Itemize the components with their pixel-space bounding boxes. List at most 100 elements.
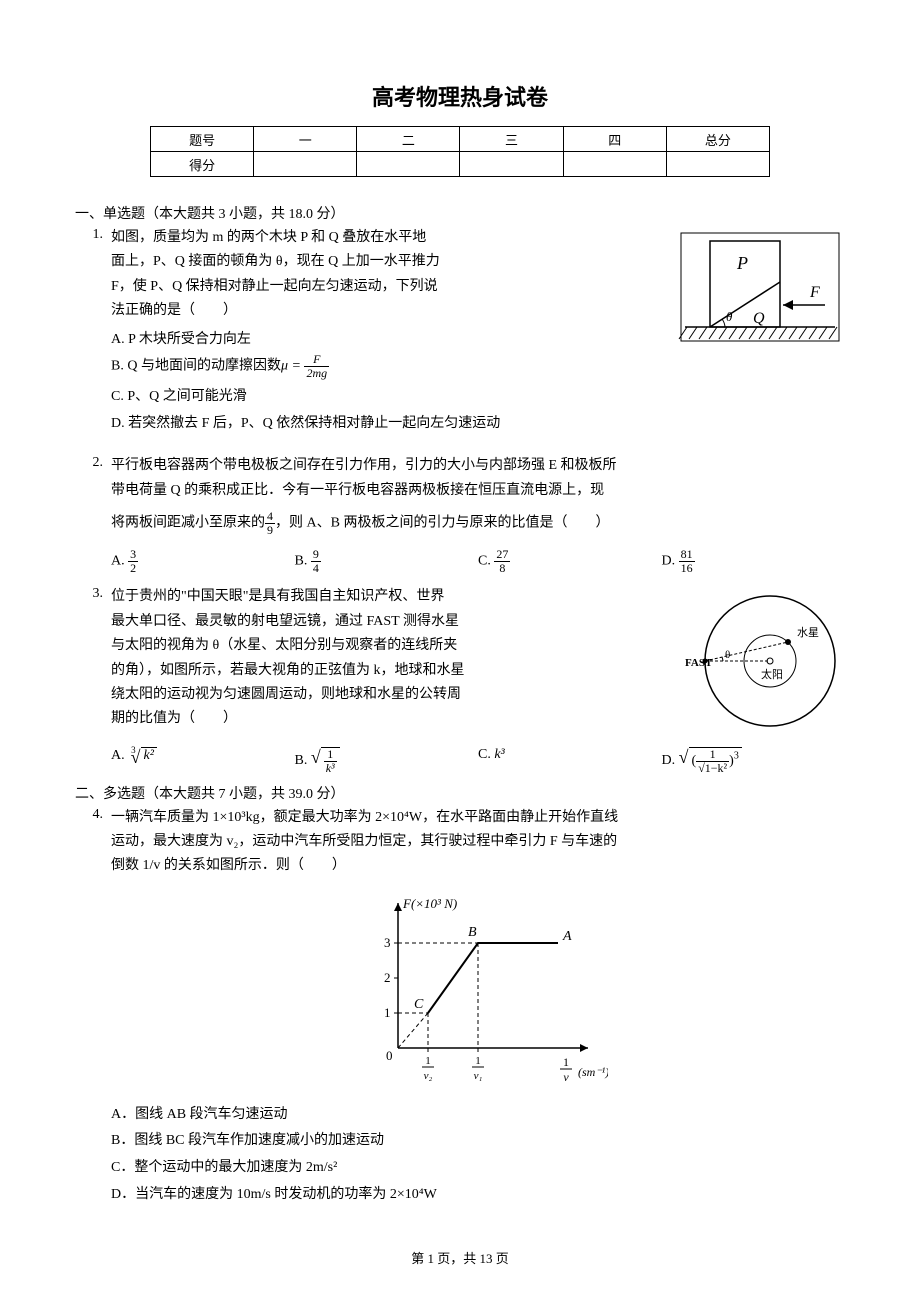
option-text: B. Q 与地面间的动摩擦因数 — [111, 358, 281, 373]
square-root: √1k³ — [311, 747, 340, 774]
xtick-d: v₂ — [424, 1070, 433, 1082]
mu-symbol: μ = — [281, 358, 301, 373]
question-text: 一辆汽车质量为 1×10³kg，额定最大功率为 2×10⁴W，在水平路面由静止开… — [111, 807, 845, 829]
fraction: F 2mg — [304, 353, 329, 379]
question-number: 3. — [75, 586, 111, 602]
ytick: 1 — [384, 1005, 391, 1020]
figure-q1: θ P Q F — [675, 227, 845, 352]
point-c-label: C — [414, 997, 424, 1012]
fast-label: FAST — [685, 657, 713, 669]
numerator: 1 — [696, 748, 729, 762]
option-label: A. — [111, 749, 128, 764]
option-d: D. 8116 — [662, 548, 846, 574]
fraction: 94 — [311, 548, 321, 574]
table-row: 题号 一 二 三 四 总分 — [151, 127, 770, 152]
svg-text:1: 1 — [563, 1055, 569, 1069]
cell — [357, 152, 460, 177]
force-chart: 1 2 3 0 F(×10³ N) 1 v (sm⁻¹) 1 v₂ — [348, 888, 608, 1088]
xtick-n: 1 — [475, 1055, 481, 1067]
square-root: √(1√1−k²)3 — [679, 747, 742, 774]
section-heading: 一、单选题（本大题共 3 小题，共 18.0 分） — [75, 203, 845, 223]
question-text: 带电荷量 Q 的乘积成正比．今有一平行板电容器两极板接在恒压直流电源上，现 — [111, 480, 845, 502]
option-b: B. Q 与地面间的动摩擦因数μ = F 2mg — [111, 353, 659, 380]
option-d: D. 若突然撤去 F 后，P、Q 依然保持相对静止一起向左匀速运动 — [111, 411, 845, 438]
text-span: 将两板间距减小至原来的 — [111, 515, 265, 530]
fraction: 32 — [128, 548, 138, 574]
cell — [666, 152, 769, 177]
figure-q3: θ FAST 太阳 水星 — [685, 586, 845, 741]
score-table: 题号 一 二 三 四 总分 得分 — [150, 126, 770, 177]
question-number: 2. — [75, 455, 111, 471]
question-text: 倒数 1/v 的关系如图所示．则（ ） — [111, 855, 845, 877]
block-diagram: θ P Q F — [675, 227, 845, 347]
cell: 题号 — [151, 127, 254, 152]
option-value: k³ — [494, 747, 504, 762]
ytick: 3 — [384, 935, 391, 950]
page-title: 高考物理热身试卷 — [75, 80, 845, 112]
denominator: 2mg — [304, 367, 329, 380]
question-number: 1. — [75, 227, 111, 243]
cell: 一 — [254, 127, 357, 152]
radicand: k² — [141, 747, 157, 765]
numerator: 9 — [311, 548, 321, 562]
question-text: 最大单口径、最灵敏的射电望远镜，通过 FAST 测得水星 — [111, 611, 669, 633]
question-text: 运动，最大速度为 v₂，运动中汽车所受阻力恒定，其行驶过程中牵引力 F 与车速的 — [111, 831, 845, 853]
numerator: 27 — [494, 548, 510, 562]
option-b: B. √1k³ — [295, 747, 479, 774]
option-c: C. P、Q 之间可能光滑 — [111, 384, 845, 411]
xvar: v — [563, 1070, 569, 1084]
options-row: A. 32 B. 94 C. 278 D. 8116 — [111, 548, 845, 574]
question-text: 期的比值为（ ） — [111, 708, 669, 730]
option-label: D. — [662, 554, 679, 569]
cell: 四 — [563, 127, 666, 152]
radicand: 1k³ — [321, 747, 340, 774]
denominator: 16 — [679, 562, 695, 575]
option-b: B. 94 — [295, 548, 479, 574]
question-text: F，使 P、Q 保持相对静止一起向左匀速运动，下列说 — [111, 276, 659, 298]
question-text: 法正确的是（ ） — [111, 300, 659, 322]
numerator: 1 — [324, 748, 337, 762]
p-label: P — [736, 253, 748, 273]
option-a: A．图线 AB 段汽车匀速运动 — [111, 1102, 845, 1129]
denominator: 4 — [311, 562, 321, 575]
cell: 三 — [460, 127, 563, 152]
denominator: 8 — [494, 562, 510, 575]
question-1: 1. 如图，质量均为 m 的两个木块 P 和 Q 叠放在水平地 面上，P、Q 接… — [75, 227, 845, 437]
mercury-label: 水星 — [797, 626, 819, 639]
text-span: ，则 A、B 两极板之间的引力与原来的比值是（ ） — [275, 515, 609, 530]
cube-root: 3√k² — [128, 747, 157, 765]
fraction: 8116 — [679, 548, 695, 574]
question-text: 的角），如图所示，若最大视角的正弦值为 k，地球和水星 — [111, 660, 669, 682]
option-d: D．当汽车的速度为 10m/s 时发动机的功率为 2×10⁴W — [111, 1182, 845, 1209]
numerator: 4 — [265, 510, 275, 524]
option-label: B. — [295, 554, 311, 569]
option-d: D. √(1√1−k²)3 — [662, 747, 846, 774]
cell — [563, 152, 666, 177]
xtick-n: 1 — [425, 1055, 431, 1067]
denominator: k³ — [324, 762, 337, 775]
question-2: 2. 平行板电容器两个带电极板之间存在引力作用，引力的大小与内部场强 E 和极板… — [75, 455, 845, 574]
option-label: D. — [662, 753, 679, 768]
xunit: (sm⁻¹) — [578, 1065, 608, 1079]
question-text: 面上，P、Q 接面的顿角为 θ，现在 Q 上加一水平推力 — [111, 251, 659, 273]
question-text: 与太阳的视角为 θ（水星、太阳分别与观察者的连线所夹 — [111, 635, 669, 657]
cell — [254, 152, 357, 177]
radicand: (1√1−k²)3 — [689, 747, 742, 774]
numerator: F — [304, 353, 329, 367]
page-footer: 第 1 页，共 13 页 — [75, 1248, 845, 1267]
orbit-diagram: θ FAST 太阳 水星 — [685, 586, 845, 736]
options-row: A. 3√k² B. √1k³ C. k³ D. √(1√1−k²)3 — [111, 747, 845, 774]
option-c: C．整个运动中的最大加速度为 2m/s² — [111, 1155, 845, 1182]
theta-label: θ — [725, 649, 730, 661]
f-label: F — [809, 284, 820, 301]
point-a-label: A — [562, 929, 572, 944]
denominator: 9 — [265, 524, 275, 537]
cell: 二 — [357, 127, 460, 152]
fraction: 49 — [265, 510, 275, 536]
sun-label: 太阳 — [761, 668, 783, 681]
section-heading: 二、多选题（本大题共 7 小题，共 39.0 分） — [75, 783, 845, 803]
question-4: 4. 一辆汽车质量为 1×10³kg，额定最大功率为 2×10⁴W，在水平路面由… — [75, 807, 845, 1209]
question-text: 绕太阳的运动视为匀速圆周运动，则地球和水星的公转周 — [111, 684, 669, 706]
question-3: 3. 位于贵州的"中国天眼"是具有我国自主知识产权、世界 最大单口径、最灵敏的射… — [75, 586, 845, 774]
page: 高考物理热身试卷 题号 一 二 三 四 总分 得分 一、单选题（本大题共 3 小… — [75, 0, 845, 1307]
